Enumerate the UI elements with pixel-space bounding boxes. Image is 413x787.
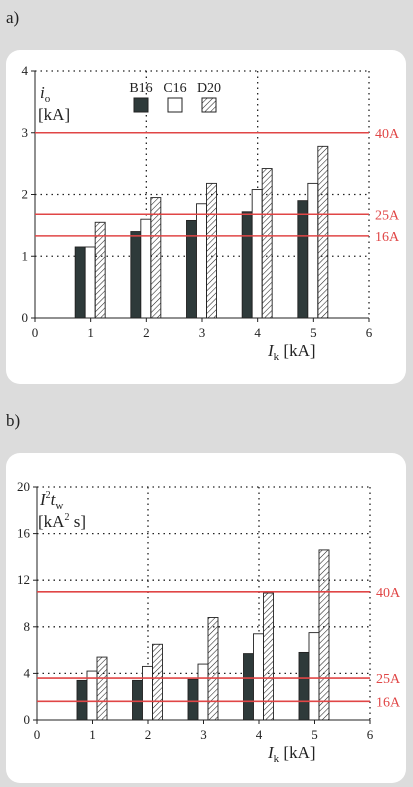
bar-d20-2 [152,643,163,721]
bar-b16-4 [241,211,253,319]
legend-swatch-d20 [201,97,217,113]
y-tick-label: 2 [22,187,29,202]
reference-label: 25A [376,672,401,687]
y-tick-label: 4 [22,63,29,78]
x-axis-label: Ik [kA] [267,743,316,765]
reference-label: 40A [375,127,400,142]
bar-d20-3 [207,617,219,721]
bar-c16-2 [140,218,152,319]
y-tick-label: 20 [17,479,30,494]
x-tick-label: 5 [311,727,318,742]
bar-b16-2 [130,231,142,319]
bar-c16-4 [251,189,263,319]
bar-b16-1 [76,679,88,721]
x-tick-label: 5 [310,325,317,340]
reference-label: 16A [375,230,400,245]
chart-a: 0 1 2 3 4 5 6 0 1 2 3 4 40A 25A 16A Ik [kA] io[kA] B16 C16… [22,63,401,363]
chart-a-card: 0 1 2 3 4 5 6 0 1 2 3 4 40A 25A 16A Ik [kA] io [kA] B16 C16… [6,50,406,384]
bar-b16-3 [187,678,199,721]
bar-b16-5 [298,651,310,721]
x-tick-label: 1 [89,727,96,742]
bar-d20-4 [261,168,273,319]
x-axis-label: Ik [kA] [267,341,316,363]
panel-b-label: b) [6,411,21,430]
panel-a-label: a) [6,8,20,27]
x-tick-label: 2 [145,727,152,742]
y-tick-label: 0 [22,310,29,325]
legend-label-c16: C16 [163,81,186,96]
x-tick-label: 6 [366,325,373,340]
bar-c16-5 [307,182,319,319]
reference-label: 40A [376,586,401,601]
legend-label-d20: D20 [197,81,221,96]
y-tick-label: 1 [22,248,29,263]
bar-b16-2 [132,679,143,721]
x-tick-label: 0 [32,325,39,340]
bar-c16-5 [308,632,320,721]
bar-d20-1 [96,656,108,721]
y-axis-unit: [kA] [38,105,70,124]
x-tick-label: 1 [87,325,94,340]
y-tick-label: 3 [22,125,29,140]
legend-swatch-b16 [133,97,149,113]
legend-label-b16: B16 [129,81,152,96]
x-tick-label: 3 [200,727,207,742]
bar-b16-5 [297,200,309,319]
y-axis-label: I2tw [39,490,63,512]
legend-swatch-c16 [167,97,183,113]
y-axis-label: io [40,83,51,105]
bar-d20-5 [317,145,329,319]
y-tick-label: 4 [24,665,31,680]
bar-b16-4 [243,653,254,721]
x-tick-label: 6 [367,727,374,742]
bar-d20-2 [150,197,162,319]
x-tick-label: 0 [34,727,41,742]
bar-d20-5 [318,549,330,721]
bar-b16-1 [74,246,86,319]
y-axis-unit: [kA2 s] [38,512,86,531]
bar-c16-3 [197,663,209,721]
bar-b16-3 [186,219,197,319]
x-tick-label: 2 [143,325,150,340]
x-tick-label: 3 [199,325,206,340]
y-tick-label: 8 [24,619,31,634]
reference-label: 25A [375,208,400,223]
x-tick-label: 4 [256,727,263,742]
bar-c16-3 [196,203,207,319]
bar-c16-1 [84,246,96,319]
y-tick-label: 12 [17,572,30,587]
bar-d20-3 [206,182,217,319]
reference-label: 16A [376,695,401,710]
y-tick-label: 0 [24,712,31,727]
chart-b-card: 0 1 2 3 4 5 6 0 4 8 12 16 20 40A 25A 16A Ik [kA] I2tw [kA2… [6,453,406,783]
x-tick-label: 4 [254,325,261,340]
bar-c16-2 [142,665,153,721]
y-tick-label: 16 [17,526,31,541]
bar-c16-4 [253,633,264,721]
